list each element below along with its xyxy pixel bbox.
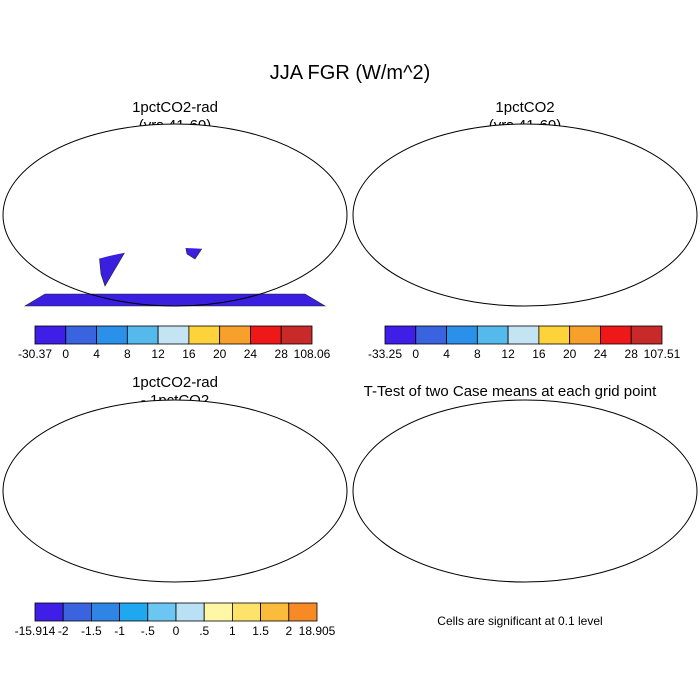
colorbar-1-swatch	[280, 325, 313, 345]
panel-4-title: T-Test of two Case means at each grid po…	[363, 383, 657, 400]
map-4-significant-cell	[668, 564, 672, 569]
colorbar-2-tick-label: 20	[563, 347, 577, 361]
map-4-significant-cell	[460, 581, 466, 584]
colorbar-1-tick-label: 20	[213, 347, 227, 361]
colorbar-2-tick-label: 8	[474, 347, 481, 361]
colorbar-3-swatch	[288, 602, 318, 622]
map-1-background	[3, 124, 347, 306]
map-panel-2	[352, 123, 698, 307]
colorbar-3-tick-label: 1.5	[252, 624, 269, 638]
colorbar-1-tick-label: 24	[244, 347, 258, 361]
map-1-border	[2, 123, 348, 307]
colorbar-2-tick-label: 28	[625, 347, 639, 361]
map-4-background	[353, 400, 697, 582]
colorbar-2-swatch	[630, 325, 663, 345]
colorbar-1: -30.37 0 4 8 12 16 20 24 28 108.06	[18, 325, 331, 361]
colorbar-1-tick-label: 108.06	[294, 347, 331, 361]
colorbar-3: -15.914 -2 -1.5 -1 -.5 0 .5 1 1.5 2 18.905	[15, 602, 336, 638]
colorbar-2-swatch	[538, 325, 571, 345]
map-4-border	[352, 399, 698, 583]
map-4-significant-cell	[486, 581, 490, 583]
colorbar-3-swatch	[147, 602, 177, 622]
colorbar-3-swatch	[62, 602, 92, 622]
colorbar-3-tick-label: 18.905	[299, 624, 336, 638]
map-4-significant-cell	[398, 565, 401, 567]
colorbar-1-tick-label: 16	[182, 347, 196, 361]
colorbar-2-tick-label: 16	[532, 347, 546, 361]
colorbar-1-tick-label: 12	[151, 347, 165, 361]
map-1-antarctica	[23, 293, 327, 307]
colorbar-1-swatch	[188, 325, 221, 345]
map-4-significant-cell	[427, 581, 431, 586]
colorbar-1-tick-label: 8	[124, 347, 131, 361]
colorbar-1-swatch	[250, 325, 282, 345]
colorbar-1-tick-label: 0	[62, 347, 69, 361]
colorbar-2-swatch	[569, 325, 601, 345]
colorbar-2-swatch	[507, 325, 540, 345]
panel-2-title-line1: 1pctCO2	[495, 99, 555, 116]
map-3-border	[2, 399, 348, 583]
colorbar-3-tick-label: 0	[173, 624, 180, 638]
colorbar-1-swatch	[96, 325, 128, 345]
colorbar-3-swatch	[260, 602, 290, 622]
colorbar-2-swatch	[446, 325, 478, 345]
colorbar-2-tick-label: 107.51	[644, 347, 681, 361]
colorbar-1-tick-label: 4	[93, 347, 100, 361]
colorbar-3-tick-label: -1.5	[81, 624, 102, 638]
colorbar-1-swatch	[157, 325, 190, 345]
colorbar-3-tick-label: .5	[199, 624, 209, 638]
colorbar-3-tick-label: 1	[229, 624, 236, 638]
colorbar-2: -33.25 0 4 8 12 16 20 24 28 107.51	[368, 325, 681, 361]
colorbar-3-swatch	[119, 602, 149, 622]
colorbar-3-tick-label: -.5	[141, 624, 155, 638]
colorbar-3-swatch	[231, 602, 261, 622]
colorbar-1-swatch	[34, 325, 67, 345]
colorbar-1-tick-label: -30.37	[18, 347, 52, 361]
colorbar-2-swatch	[384, 325, 417, 345]
colorbar-1-tick-label: 28	[275, 347, 289, 361]
map-4-significant-cell	[644, 580, 650, 582]
map-4-significant-cell	[404, 581, 407, 585]
figure-title: JJA FGR (W/m^2)	[269, 62, 431, 84]
map-2-border	[352, 123, 698, 307]
panel-1-title-line1: 1pctCO2-rad	[132, 99, 218, 116]
colorbar-1-swatch	[126, 325, 159, 345]
colorbar-2-tick-label: 12	[501, 347, 515, 361]
map-1-africa	[164, 248, 228, 260]
map-4-significant-cell	[661, 547, 663, 550]
colorbar-2-swatch	[476, 325, 509, 345]
map-panel-3	[2, 399, 348, 583]
colorbar-1-swatch	[219, 325, 251, 345]
map-3-cell	[312, 432, 319, 436]
colorbar-3-tick-label: -15.914	[15, 624, 56, 638]
colorbar-2-tick-label: 24	[594, 347, 608, 361]
colorbar-3-tick-label: 2	[285, 624, 292, 638]
panel-3-title-line1: 1pctCO2-rad	[132, 374, 218, 391]
map-panel-1	[2, 123, 348, 307]
colorbar-2-swatch	[415, 325, 447, 345]
map-4-significant-cell	[415, 578, 419, 580]
map-2-background	[353, 124, 697, 306]
map-panel-4	[352, 399, 698, 586]
map-4-significant-cell	[636, 573, 642, 577]
map-4-significant-cell	[672, 428, 676, 432]
colorbar-3-swatch	[203, 602, 233, 622]
map-4-significant-cell	[628, 572, 635, 574]
colorbar-2-tick-label: 0	[412, 347, 419, 361]
map-3-background	[3, 400, 347, 582]
map-3-cell	[320, 541, 326, 545]
significance-note: Cells are significant at 0.1 level	[437, 614, 603, 628]
colorbar-3-tick-label: -1	[114, 624, 125, 638]
colorbar-3-swatch	[34, 602, 64, 622]
colorbar-2-tick-label: 4	[443, 347, 450, 361]
colorbar-2-swatch	[600, 325, 632, 345]
colorbar-3-swatch	[91, 602, 121, 622]
colorbar-3-swatch	[175, 602, 205, 622]
colorbar-3-tick-label: -2	[58, 624, 69, 638]
colorbar-1-swatch	[65, 325, 97, 345]
colorbar-2-tick-label: -33.25	[368, 347, 402, 361]
